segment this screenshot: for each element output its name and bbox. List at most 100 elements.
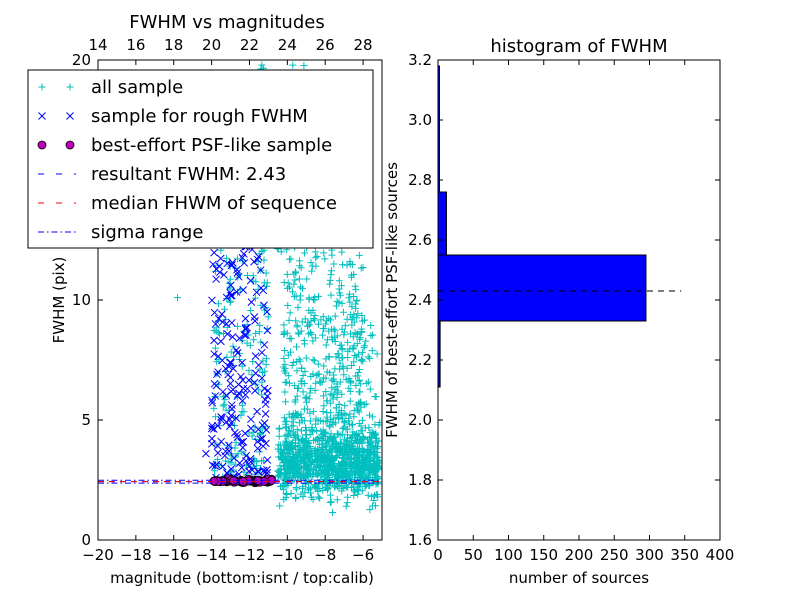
data-point — [210, 350, 219, 358]
series-sample-for-rough-fwhm — [202, 141, 272, 482]
data-point — [346, 290, 354, 298]
data-point — [348, 461, 356, 469]
scatter-panel: FWHM vs magnitudes 14 16 18 20 22 24 26 28 −20−… — [27, 12, 383, 587]
data-point — [227, 291, 236, 300]
histogram-x-axis: 0 50 100 150 200 250 300 350 400 — [433, 60, 734, 564]
data-point — [338, 248, 346, 256]
data-point — [286, 464, 294, 472]
data-point — [212, 460, 221, 469]
data-point — [250, 313, 259, 321]
data-point — [280, 328, 288, 336]
data-point — [309, 428, 317, 436]
data-point — [313, 427, 321, 435]
data-point — [237, 372, 245, 381]
data-point — [254, 361, 263, 369]
data-point — [311, 316, 319, 324]
data-point — [263, 282, 271, 290]
data-point — [303, 466, 311, 474]
data-point — [325, 314, 333, 322]
data-point — [241, 391, 250, 399]
data-point — [342, 376, 350, 384]
data-point — [295, 470, 303, 478]
legend-marker — [66, 112, 74, 120]
data-point — [282, 398, 290, 406]
data-point — [324, 455, 332, 463]
data-point — [210, 336, 218, 345]
data-point — [315, 433, 323, 441]
data-point — [208, 396, 216, 405]
data-point — [252, 329, 260, 337]
data-point — [280, 363, 288, 371]
data-point — [306, 417, 314, 425]
data-point — [353, 481, 361, 489]
data-point — [333, 496, 341, 504]
top-tick-label: 16 — [126, 36, 145, 54]
data-point — [225, 458, 233, 466]
data-point — [227, 465, 236, 473]
data-point — [358, 487, 366, 495]
data-point — [305, 294, 313, 302]
data-point — [352, 431, 360, 439]
data-point — [292, 358, 300, 366]
histogram-plot-area — [437, 65, 682, 388]
data-point — [355, 251, 363, 259]
data-point — [330, 483, 338, 491]
data-point — [333, 440, 341, 448]
data-point — [338, 354, 346, 362]
data-point — [238, 358, 246, 367]
data-point — [255, 328, 263, 336]
data-point — [319, 331, 327, 339]
data-point — [371, 432, 379, 440]
data-point — [227, 261, 236, 270]
data-point — [253, 444, 262, 453]
y-tick-label: 2.2 — [408, 351, 432, 369]
data-point — [325, 327, 333, 335]
data-point — [282, 440, 290, 448]
data-point — [300, 417, 308, 425]
y-tick-label: 3.2 — [408, 51, 432, 69]
data-point — [316, 417, 324, 425]
data-point — [320, 429, 328, 437]
data-point — [233, 255, 241, 263]
data-point — [366, 385, 374, 393]
data-point — [280, 279, 288, 287]
data-point — [253, 407, 261, 416]
data-point — [358, 416, 366, 424]
data-point — [227, 297, 235, 305]
data-point — [222, 293, 231, 302]
data-point — [281, 462, 289, 470]
data-point — [233, 430, 241, 439]
data-point — [360, 401, 368, 409]
data-point — [310, 357, 318, 365]
data-point — [330, 390, 338, 398]
data-point — [349, 428, 357, 436]
data-point — [298, 456, 306, 464]
scatter-x-label: magnitude (bottom:isnt / top:calib) — [110, 569, 374, 587]
data-point — [301, 394, 309, 402]
data-point — [371, 392, 379, 400]
data-point — [356, 388, 364, 396]
data-point — [326, 433, 334, 441]
data-point — [254, 285, 262, 293]
data-point — [365, 441, 373, 449]
data-point — [281, 441, 289, 449]
data-point — [250, 336, 258, 344]
data-point — [347, 378, 355, 386]
data-point — [261, 410, 270, 418]
data-point — [224, 370, 232, 379]
data-point — [286, 450, 294, 458]
legend-marker — [66, 83, 74, 91]
data-point — [303, 461, 311, 469]
histogram-x-label: number of sources — [509, 569, 649, 587]
data-point — [374, 453, 382, 461]
data-point — [241, 314, 250, 323]
data-point — [359, 357, 367, 365]
data-point — [295, 384, 303, 392]
data-point — [237, 438, 245, 447]
data-point — [287, 490, 295, 498]
scatter-title: FWHM vs magnitudes — [129, 12, 324, 33]
data-point — [234, 272, 243, 281]
y-tick-label: 1.6 — [408, 531, 432, 549]
data-point — [312, 254, 320, 262]
